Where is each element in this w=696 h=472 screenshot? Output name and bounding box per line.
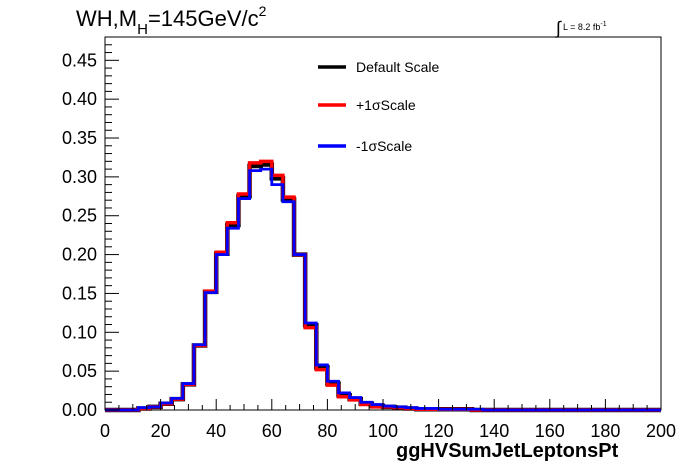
legend: Default Scale +1σScale -1σScale	[318, 59, 439, 154]
series-line-2	[105, 159, 661, 412]
y-tick-label: 0.05	[62, 361, 97, 381]
series-line-3	[105, 167, 661, 412]
y-tick-label: 0.25	[62, 206, 97, 226]
axis-layer: 0.00 0.05 0.10 0.15 0.20 0.25 0.30 0.35 0.40 0.45…	[62, 36, 676, 441]
y-tick-label: 0.30	[62, 167, 97, 187]
x-tick-label: 60	[262, 421, 282, 441]
x-tick-label: 180	[590, 421, 620, 441]
y-tick-label: 0.15	[62, 283, 97, 303]
x-tick-label: 100	[368, 421, 398, 441]
series-line-1	[105, 162, 661, 413]
chart-title: WH,MH=145GeV/c2	[76, 3, 267, 38]
title-prefix: WH,M	[76, 6, 138, 31]
y-tick-label: 0.20	[62, 245, 97, 265]
title-superscript: 2	[258, 3, 267, 19]
x-tick-label: 160	[535, 421, 565, 441]
x-tick-label: 120	[424, 421, 454, 441]
legend-label: Default Scale	[356, 59, 439, 75]
x-axis-label: ggHVSumJetLeptonsPt	[396, 440, 619, 462]
y-tick-label: 0.00	[62, 400, 97, 420]
y-tick-label: 0.40	[62, 89, 97, 109]
plot-frame	[104, 36, 662, 411]
y-tick-label: 0.35	[62, 128, 97, 148]
x-tick-label: 20	[151, 421, 171, 441]
x-tick-label: 40	[206, 421, 226, 441]
luminosity-superscript: -1	[600, 21, 607, 28]
x-tick-label: 200	[646, 421, 676, 441]
integral-symbol: ∫	[556, 18, 561, 38]
legend-label: -1σScale	[356, 138, 412, 154]
y-tick-label: 0.45	[62, 50, 97, 70]
x-tick-label: 140	[479, 421, 509, 441]
luminosity-label: ∫ L = 8.2 fb-1	[556, 14, 607, 38]
x-tick-label: 0	[100, 421, 110, 441]
title-subscript: H	[137, 21, 148, 38]
legend-label: +1σScale	[356, 97, 416, 113]
y-tick-label: 0.10	[62, 322, 97, 342]
title-value: =145GeV/c	[147, 6, 259, 31]
series-layer	[105, 159, 661, 413]
x-tick-label: 80	[317, 421, 337, 441]
luminosity-text: L = 8.2 fb	[562, 22, 601, 32]
